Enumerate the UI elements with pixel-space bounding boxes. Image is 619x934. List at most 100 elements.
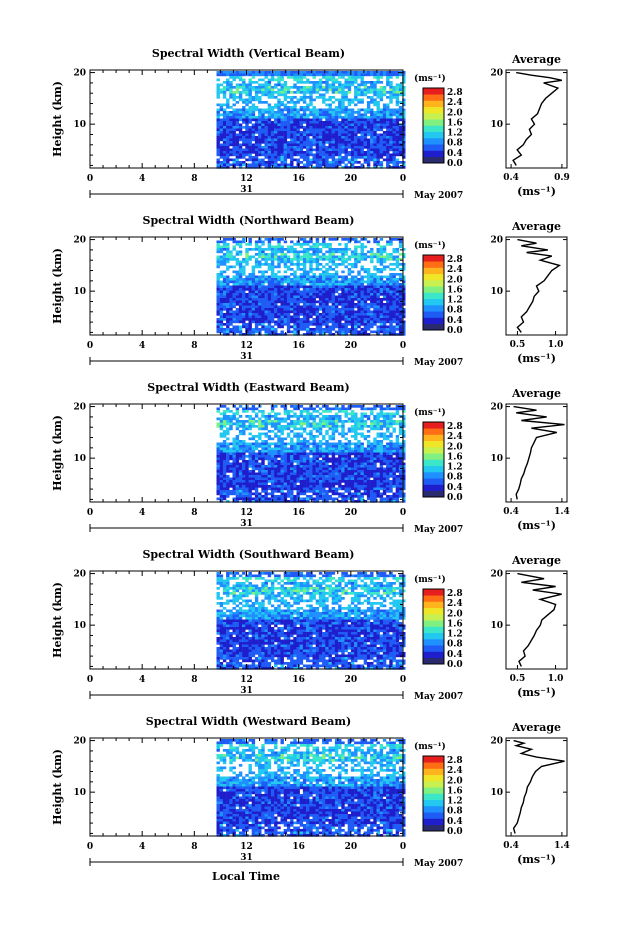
heatmap-cell (223, 440, 226, 443)
heatmap-cell (236, 443, 239, 446)
heatmap-cell (245, 410, 248, 413)
heatmap-cell (361, 311, 364, 314)
heatmap-cell (325, 164, 328, 167)
heatmap-cell (322, 283, 325, 286)
heatmap-cell (386, 445, 389, 448)
heatmap-cell (239, 425, 242, 428)
heatmap-cell (274, 316, 277, 319)
heatmap-cell (338, 74, 341, 77)
heatmap-cell (265, 321, 268, 324)
heatmap-cell (255, 326, 258, 329)
heatmap-cell (229, 121, 232, 124)
heatmap-cell (325, 146, 328, 149)
y-axis-label: Height (km) (51, 248, 64, 324)
heatmap-cell (220, 450, 223, 453)
heatmap-cell (345, 445, 348, 448)
heatmap-cell (287, 415, 290, 418)
heatmap-cell (335, 298, 338, 301)
heatmap-cell (277, 151, 280, 154)
heatmap-cell (271, 263, 274, 266)
heatmap-cell (316, 146, 319, 149)
heatmap-cell (377, 291, 380, 294)
heatmap-cell (373, 313, 376, 316)
heatmap-cell (383, 313, 386, 316)
heatmap-cell (233, 453, 236, 456)
heatmap-cell (370, 316, 373, 319)
heatmap-cell (329, 328, 332, 331)
heatmap-cell (348, 151, 351, 154)
heatmap-cell (236, 121, 239, 124)
heatmap-cell (322, 101, 325, 104)
heatmap-cell (332, 301, 335, 304)
heatmap-cell (271, 318, 274, 321)
heatmap-cell (233, 76, 236, 79)
heatmap-cell (354, 241, 357, 244)
heatmap-cell (258, 423, 261, 426)
heatmap-cell (364, 136, 367, 139)
heatmap-cell (226, 124, 229, 127)
heatmap-cell (303, 76, 306, 79)
heatmap-cell (255, 420, 258, 423)
heatmap-cell (341, 84, 344, 87)
heatmap-cell (354, 81, 357, 84)
heatmap-cell (386, 296, 389, 299)
heatmap-cell (380, 111, 383, 114)
heatmap-cell (226, 313, 229, 316)
heatmap-cell (351, 116, 354, 119)
heatmap-cell (297, 131, 300, 134)
heatmap-cell (268, 448, 271, 451)
heatmap-cell (316, 445, 319, 448)
heatmap-cell (274, 458, 277, 461)
heatmap-cell (367, 146, 370, 149)
heatmap-cell (220, 248, 223, 251)
heatmap-cell (335, 144, 338, 147)
heatmap-cell (325, 161, 328, 164)
heatmap-cell (348, 428, 351, 431)
heatmap-cell (242, 101, 245, 104)
heatmap-cell (239, 331, 242, 334)
heatmap-cell (242, 266, 245, 269)
heatmap-cell (268, 241, 271, 244)
colorbar-segment (423, 132, 444, 139)
heatmap-cell (325, 246, 328, 249)
panel-title: Spectral Width (Eastward Beam) (147, 381, 349, 394)
heatmap-cell (351, 124, 354, 127)
heatmap-cell (399, 89, 402, 92)
heatmap-cell (341, 96, 344, 99)
heatmap-cell (303, 271, 306, 274)
heatmap-cell (284, 458, 287, 461)
heatmap-cell (367, 276, 370, 279)
heatmap-cell (226, 418, 229, 421)
heatmap-cell (361, 281, 364, 284)
heatmap-cell (354, 154, 357, 157)
heatmap-cell (329, 253, 332, 256)
heatmap-cell (229, 126, 232, 129)
heatmap-cell (268, 238, 271, 241)
heatmap-cell (233, 283, 236, 286)
heatmap-cell (287, 136, 290, 139)
heatmap-cell (316, 291, 319, 294)
heatmap-cell (393, 303, 396, 306)
heatmap-cell (386, 430, 389, 433)
heatmap-cell (322, 159, 325, 162)
heatmap-cell (274, 420, 277, 423)
heatmap-cell (364, 256, 367, 259)
heatmap-cell (319, 121, 322, 124)
heatmap-cell (386, 134, 389, 137)
heatmap-cell (217, 423, 220, 426)
heatmap-cell (338, 301, 341, 304)
heatmap-cell (236, 271, 239, 274)
heatmap-cell (338, 151, 341, 154)
heatmap-cell (265, 238, 268, 241)
heatmap-cell (242, 445, 245, 448)
heatmap-cell (345, 99, 348, 102)
heatmap-cell (361, 131, 364, 134)
heatmap-cell (364, 281, 367, 284)
heatmap-cell (373, 136, 376, 139)
heatmap-cell (338, 323, 341, 326)
heatmap-cell (277, 76, 280, 79)
heatmap-cell (268, 71, 271, 74)
heatmap-cell (370, 283, 373, 286)
heatmap-cell (357, 286, 360, 289)
y-axis-label: Height (km) (51, 81, 64, 157)
